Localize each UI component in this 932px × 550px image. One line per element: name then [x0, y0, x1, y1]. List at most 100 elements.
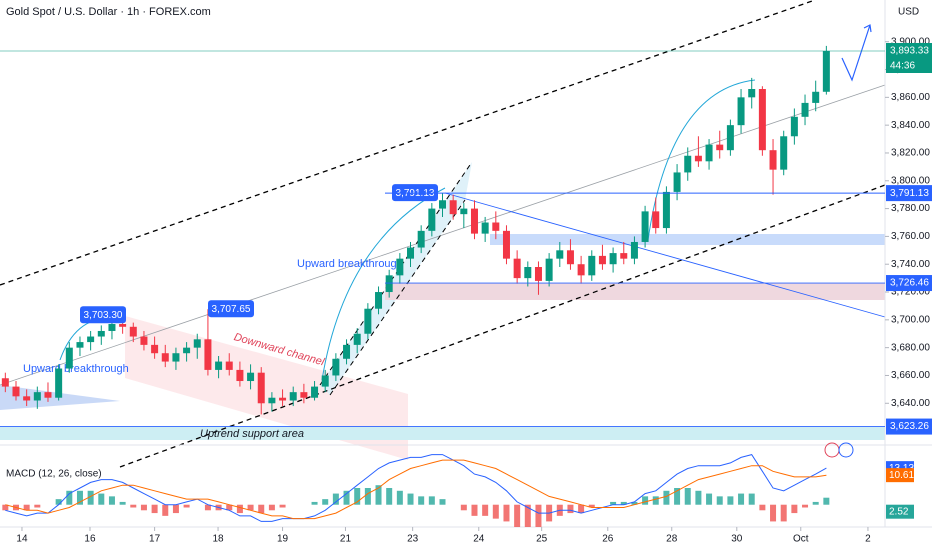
histogram-bar [802, 504, 809, 508]
candle-body [204, 339, 212, 370]
candle-body [460, 208, 468, 215]
candle-body [279, 397, 287, 401]
histogram-bar [524, 504, 531, 527]
y-tick-label: 3,680.00 [891, 342, 930, 353]
candle-body [620, 253, 628, 259]
histogram-bar [770, 504, 777, 522]
histogram-bar [2, 504, 9, 511]
arc [647, 79, 756, 241]
annotation: Uptrend support area [200, 428, 304, 440]
price-callout-label: 3,703.30 [84, 310, 123, 321]
candle-body [662, 191, 670, 229]
annotation: Upward breakthrough [23, 363, 129, 375]
histogram-bar [172, 504, 179, 514]
histogram-bar [418, 496, 425, 505]
histogram-bar [364, 488, 371, 505]
histogram-bar [588, 504, 595, 508]
histogram-bar [23, 504, 30, 511]
candle-body [353, 333, 361, 345]
histogram-bar [663, 490, 670, 505]
candle-body [396, 258, 404, 276]
x-tick-label: Oct [793, 534, 809, 545]
candle-body [566, 250, 574, 265]
histogram-bar [674, 488, 681, 505]
candle-body [23, 396, 31, 401]
support-zone [385, 283, 885, 300]
candle-body [119, 324, 127, 327]
histogram-bar [812, 501, 819, 505]
axis-badge [886, 418, 932, 435]
candle-body [470, 208, 478, 234]
y-tick-label: 3,860.00 [891, 92, 930, 103]
candle-body [236, 369, 244, 382]
histogram-bar [279, 504, 286, 508]
axis-badge-label: 3,893.33 [890, 46, 929, 57]
candle-body [534, 267, 542, 281]
candle-body [12, 386, 20, 397]
price-callout [392, 184, 438, 202]
histogram-bar [34, 504, 41, 508]
descending-line [444, 192, 886, 318]
axis-badge [886, 185, 932, 202]
histogram-bar [631, 501, 638, 505]
histogram-bar [354, 488, 361, 505]
candle-body [289, 392, 297, 401]
downward-channel-zone [125, 316, 408, 460]
histogram-bar [823, 497, 830, 505]
candle-body [268, 397, 276, 404]
axis-badge-label: 3,791.13 [890, 188, 929, 199]
candle-body [492, 222, 500, 231]
histogram-bar [87, 490, 94, 505]
candle-body [439, 200, 446, 209]
candle-body [694, 155, 702, 162]
axis-badge-label: 10.61 [889, 470, 914, 481]
histogram-bar [428, 496, 435, 505]
y-tick-label: 3,720.00 [891, 287, 930, 298]
x-tick-label: 23 [407, 534, 419, 545]
y-tick-label: 3,740.00 [891, 259, 930, 270]
histogram-bar [514, 504, 521, 527]
histogram-bar [652, 496, 659, 505]
y-tick-label: 3,840.00 [891, 120, 930, 131]
histogram-bar [119, 501, 126, 505]
candle-body [1, 378, 9, 387]
y-tick-label: 3,660.00 [891, 370, 930, 381]
candle-body [151, 344, 159, 354]
histogram-bar [716, 496, 723, 505]
histogram-bar [183, 504, 190, 508]
axis-badge [886, 275, 932, 292]
candle-body [375, 292, 383, 309]
candle-body [321, 375, 329, 387]
resistance-zone [490, 234, 885, 245]
y-tick-label: 3,760.00 [891, 231, 930, 242]
candle-body [609, 253, 617, 265]
y-tick-label: 3,820.00 [891, 148, 930, 159]
chart-title: Gold Spot / U.S. Dollar · 1h · FOREX.com [6, 6, 211, 18]
price-callout-label: 3,707.65 [212, 304, 251, 315]
axis-badge-label: 2.52 [889, 506, 909, 517]
event-icon[interactable] [838, 442, 854, 458]
x-tick-label: 21 [340, 534, 352, 545]
histogram-bar [247, 504, 254, 511]
candle-body [652, 211, 660, 229]
histogram-bar [140, 504, 147, 511]
candle-body [630, 241, 638, 259]
histogram-bar [471, 504, 478, 516]
histogram-bar [268, 504, 275, 511]
candle-body [343, 344, 351, 359]
histogram-bar [759, 504, 766, 511]
histogram-bar [610, 501, 617, 505]
candle-body [748, 89, 756, 98]
candle-body [385, 275, 393, 293]
candle-body [716, 144, 724, 151]
candle-body [44, 392, 52, 398]
histogram-bar [226, 504, 233, 511]
candle-body [780, 136, 788, 170]
candle-body [332, 358, 340, 376]
histogram-bar [738, 493, 745, 505]
candle-body [225, 361, 233, 370]
x-tick-label: 24 [473, 534, 485, 545]
histogram-bar [727, 496, 734, 505]
candle-body [502, 230, 510, 259]
